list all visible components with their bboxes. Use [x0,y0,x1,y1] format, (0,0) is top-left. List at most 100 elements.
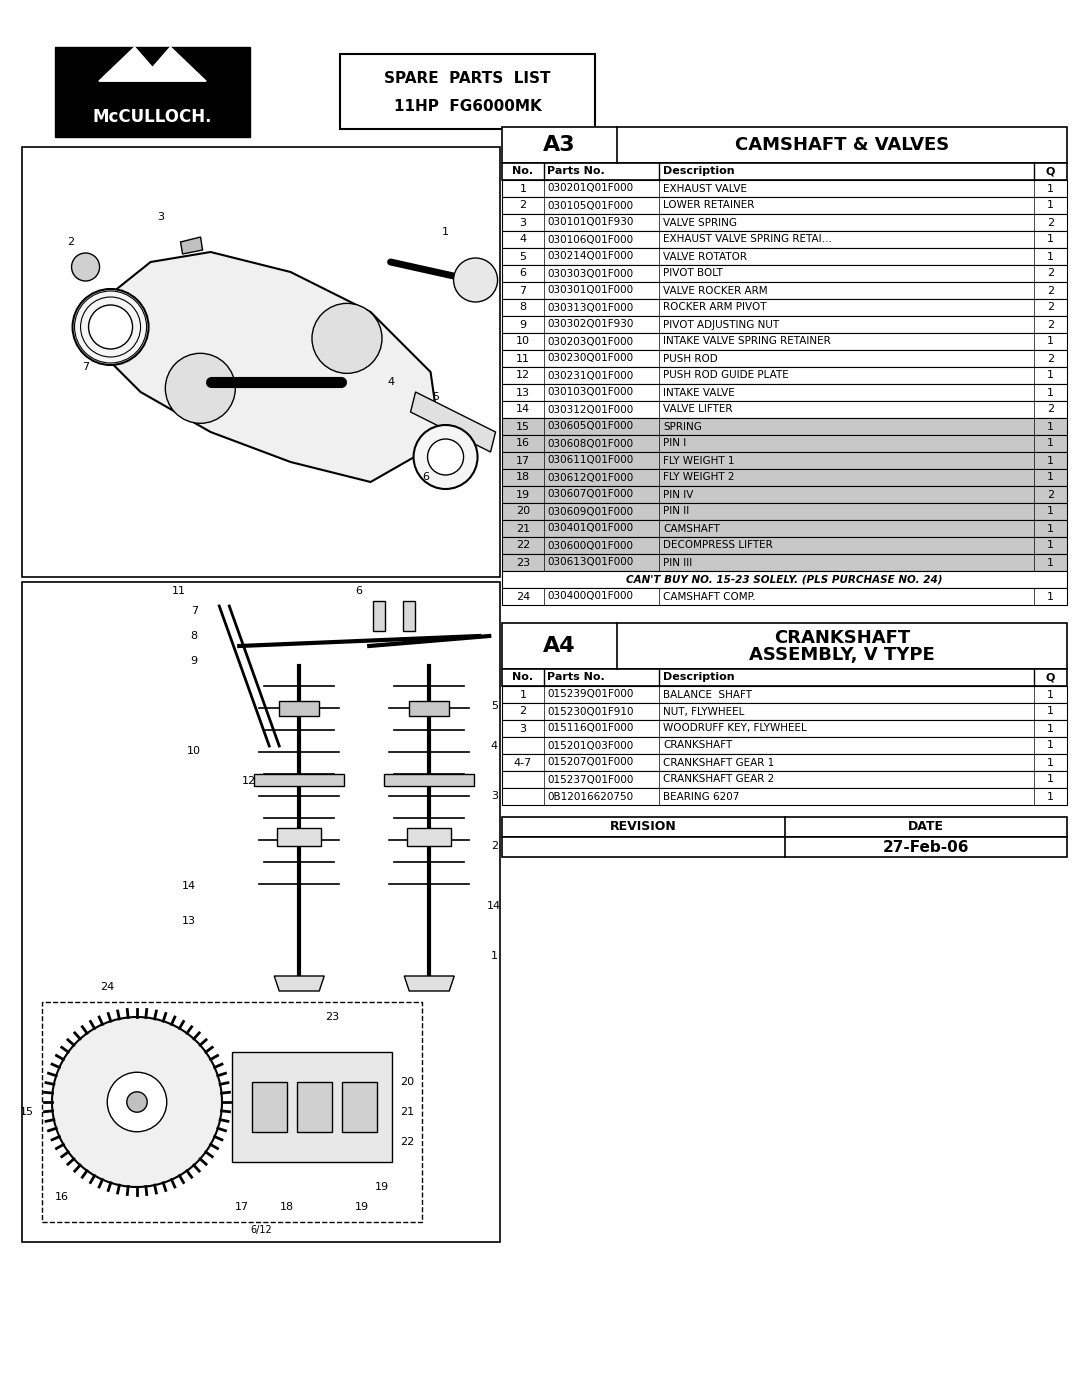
Text: FLY WEIGHT 1: FLY WEIGHT 1 [663,455,734,465]
Bar [502,332,1067,351]
Text: PUSH ROD GUIDE PLATE: PUSH ROD GUIDE PLATE [663,370,788,380]
Text: 14: 14 [487,901,501,911]
Text: VALVE ROTATOR: VALVE ROTATOR [663,251,747,261]
Text: 19: 19 [355,1201,369,1213]
Text: 22: 22 [516,541,530,550]
Text: 14: 14 [516,405,530,415]
Circle shape [89,305,133,349]
Text: 030201Q01F000: 030201Q01F000 [546,183,633,194]
Bar [502,503,1067,520]
Text: 6: 6 [355,585,363,597]
Text: 1: 1 [1047,439,1054,448]
Text: 1: 1 [1047,557,1054,567]
Bar [502,788,1067,805]
Text: 21: 21 [400,1106,414,1118]
Bar [502,316,1067,332]
Bar [502,434,1067,453]
Text: 1: 1 [490,951,498,961]
Text: EXHAUST VALVE: EXHAUST VALVE [663,183,747,194]
Text: 16: 16 [516,439,530,448]
Text: 23: 23 [325,1011,339,1023]
Bar [502,249,1067,265]
Text: PIN I: PIN I [663,439,686,448]
Bar [374,601,386,631]
Text: 13: 13 [516,387,530,398]
Text: 2: 2 [519,707,527,717]
Bar [502,738,1067,754]
Text: REVISION: REVISION [610,820,677,834]
Text: 17: 17 [516,455,530,465]
Bar [502,163,1067,180]
Bar [22,583,500,1242]
Circle shape [454,258,498,302]
Text: 3: 3 [490,791,498,800]
Text: McCULLOCH.: McCULLOCH. [93,108,213,126]
Text: 8: 8 [519,303,527,313]
Text: 2: 2 [67,237,75,247]
Text: 11: 11 [172,585,186,597]
Polygon shape [180,237,203,254]
Text: 7: 7 [519,285,527,296]
Bar [502,469,1067,486]
Bar [502,197,1067,214]
Text: 4-7: 4-7 [514,757,532,767]
Text: INTAKE VALVE: INTAKE VALVE [663,387,734,398]
Text: 1: 1 [1047,724,1054,733]
Bar [22,147,500,577]
Bar [502,231,1067,249]
Text: 9: 9 [519,320,527,330]
Text: 8: 8 [191,631,198,641]
Text: 030301Q01F000: 030301Q01F000 [546,285,633,296]
Circle shape [72,289,149,365]
Text: 4: 4 [387,377,394,387]
Text: 030400Q01F000: 030400Q01F000 [546,591,633,602]
Text: 1: 1 [519,690,527,700]
Text: Description: Description [663,166,734,176]
Text: 7: 7 [82,362,90,372]
Text: BALANCE  SHAFT: BALANCE SHAFT [663,690,752,700]
Text: 2: 2 [1047,489,1054,500]
Bar [502,486,1067,503]
Text: 18: 18 [516,472,530,482]
Text: 3: 3 [519,724,527,733]
Text: Parts No.: Parts No. [546,672,605,683]
Text: 4: 4 [490,740,498,752]
Text: 1: 1 [1047,591,1054,602]
Text: 030608Q01F000: 030608Q01F000 [546,439,633,448]
Text: 1: 1 [1047,757,1054,767]
Text: Q: Q [1045,166,1055,176]
Text: 15: 15 [516,422,530,432]
Text: 030302Q01F930: 030302Q01F930 [546,320,633,330]
Text: 5: 5 [490,701,498,711]
Text: 030401Q01F000: 030401Q01F000 [546,524,633,534]
Text: 6: 6 [519,268,527,278]
Text: 015239Q01F000: 015239Q01F000 [546,690,633,700]
Text: VALVE ROCKER ARM: VALVE ROCKER ARM [663,285,768,296]
Bar [502,555,1067,571]
Text: 030203Q01F000: 030203Q01F000 [546,337,633,346]
Text: CAN'T BUY NO. 15-23 SOLELY. (PLS PURCHASE NO. 24): CAN'T BUY NO. 15-23 SOLELY. (PLS PURCHAS… [626,574,943,584]
Text: 7: 7 [191,606,198,616]
Text: 20: 20 [516,507,530,517]
Text: 1: 1 [1047,455,1054,465]
Text: PIN IV: PIN IV [663,489,693,500]
Text: 18: 18 [280,1201,294,1213]
Bar [502,588,1067,605]
Circle shape [71,253,99,281]
Text: FLY WEIGHT 2: FLY WEIGHT 2 [663,472,734,482]
Circle shape [107,1073,166,1132]
Bar [502,384,1067,401]
Bar [502,299,1067,316]
Bar [502,837,1067,856]
Text: PIVOT ADJUSTING NUT: PIVOT ADJUSTING NUT [663,320,779,330]
Text: 1: 1 [1047,387,1054,398]
Text: 3: 3 [519,218,527,228]
Text: A3: A3 [542,136,576,155]
Text: 030605Q01F000: 030605Q01F000 [546,422,633,432]
Text: 030101Q01F930: 030101Q01F930 [546,218,633,228]
Text: 015237Q01F000: 015237Q01F000 [546,774,633,785]
Text: 030303Q01F000: 030303Q01F000 [546,268,633,278]
Bar [55,47,249,137]
Text: 0B12016620750: 0B12016620750 [546,792,633,802]
Text: 11HP  FG6000MK: 11HP FG6000MK [393,99,541,115]
